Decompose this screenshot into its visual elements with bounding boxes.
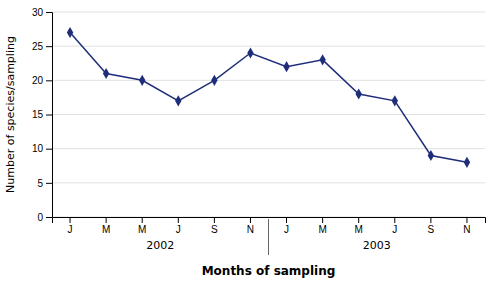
y-axis-title: Number of species/sampling [4,36,17,193]
y-tick: 15 [32,109,52,120]
y-tick-label: 30 [32,7,44,18]
marker [464,157,470,168]
grid [52,12,485,217]
x-tick-mark [466,217,467,223]
group-label: 2003 [363,239,391,252]
x-tick-label: J [176,224,181,235]
y-tick: 5 [37,178,52,189]
x-tick-label: S [211,224,218,235]
x-tick-mark [358,217,359,223]
group-label: 2002 [146,239,174,252]
marker [67,27,73,38]
marker [428,150,434,161]
grid-line [52,46,485,47]
x-tick-mark [250,217,251,223]
x-tick-label: S [428,224,435,235]
x-tick-mark [142,217,143,223]
x-tick: M [318,217,326,235]
y-axis: 0 5 10 15 20 25 30 [32,7,53,223]
marker [355,88,361,99]
x-tick: M [355,217,363,235]
x-tick-mark [394,217,395,223]
x-tick-mark [106,217,107,223]
grid-line [52,148,485,149]
x-tick-mark [178,217,179,223]
y-tick-label: 15 [32,109,44,120]
chart: 0 5 10 15 20 25 30 J M M J S N J M M J S N 2002 2003 Number o… [0,0,500,285]
y-tick-mark [46,80,52,81]
x-tick: J [68,217,73,235]
y-tick-label: 20 [32,75,44,86]
x-tick: J [284,217,289,235]
y-tick: 30 [32,7,52,18]
y-tick-label: 5 [37,178,43,189]
marks [67,27,470,168]
y-tick: 20 [32,75,52,86]
y-tick-mark [46,46,52,47]
y-tick-label: 10 [32,143,44,154]
y-tick: 25 [32,41,52,52]
y-tick-label: 0 [37,212,43,223]
y-tick-mark [46,217,52,218]
line [70,33,467,163]
x-tick-label: J [284,224,289,235]
x-tick-label: M [318,224,326,235]
marker [319,54,325,65]
x-tick: M [138,217,146,235]
x-tick: M [102,217,110,235]
y-tick-mark [46,149,52,150]
y-tick: 10 [32,143,52,154]
y-axis-line [46,13,53,218]
x-tick: N [247,217,254,235]
x-tick: J [392,217,397,235]
x-tick: N [463,217,470,235]
y-tick-mark [46,183,52,184]
x-tick-label: M [102,224,110,235]
x-tick: S [428,217,435,235]
marker [211,75,217,86]
plot: 0 5 10 15 20 25 30 J M M J S N J M M J S N 2002 2003 [32,7,486,255]
group-labels: 2002 2003 [146,219,391,255]
x-tick-mark [214,217,215,223]
y-tick-label: 25 [32,41,44,52]
x-tick: S [211,217,218,235]
marker [392,95,398,106]
x-tick-mark [430,217,431,223]
marker [283,61,289,72]
y-tick: 0 [37,212,52,223]
grid-line [52,114,485,115]
marker [103,68,109,79]
marker [247,47,253,58]
x-tick-label: J [392,224,397,235]
x-tick-mark [322,217,323,223]
x-tick-label: N [247,224,254,235]
y-tick-mark [46,115,52,116]
x-tick-label: M [355,224,363,235]
grid-line [52,12,485,13]
marker [175,95,181,106]
x-axis-title: Months of sampling [202,264,336,278]
x-tick-label: N [463,224,470,235]
x-tick-mark [286,217,287,223]
x-tick-mark [70,217,71,223]
x-tick: J [176,217,181,235]
x-tick-label: M [138,224,146,235]
x-tick-label: J [68,224,73,235]
y-tick-mark [46,12,52,13]
grid-line [52,182,485,183]
grid-line [52,80,485,81]
marker [139,75,145,86]
group-divider [268,219,269,255]
